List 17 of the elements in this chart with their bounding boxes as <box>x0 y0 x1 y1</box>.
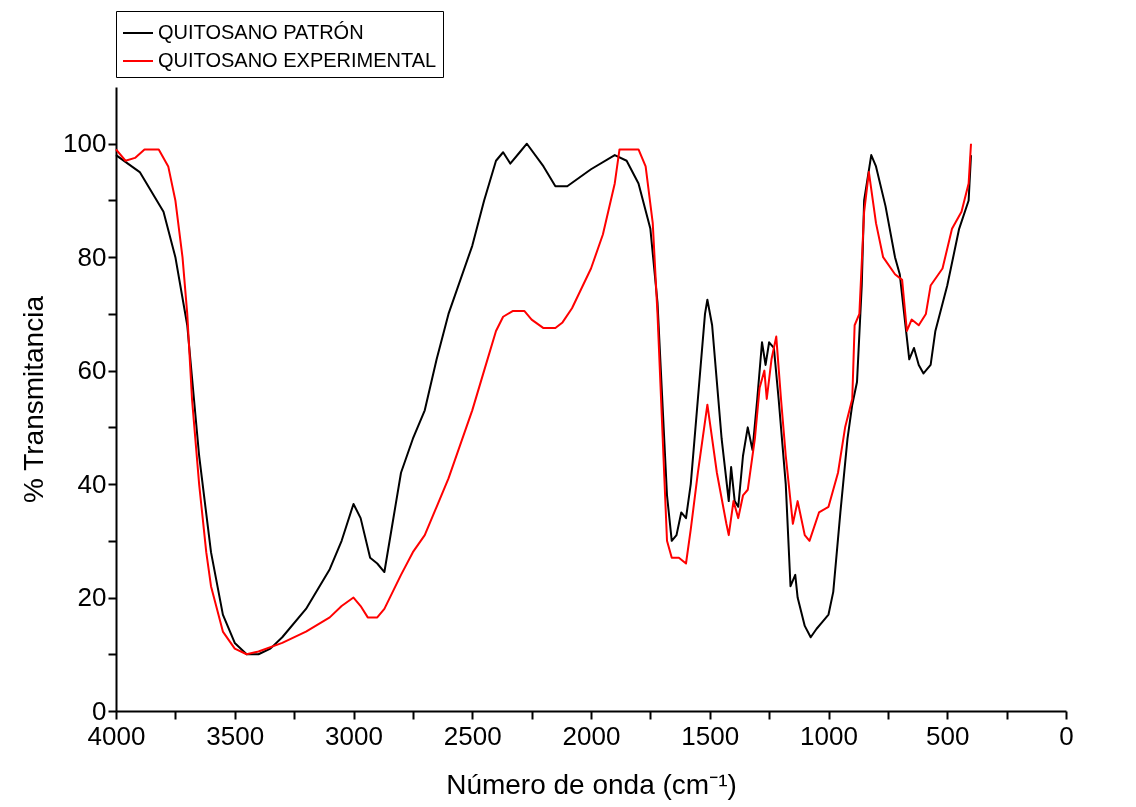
x-axis-title: Número de onda (cm⁻¹) <box>446 768 737 800</box>
x-tick-label: 0 <box>1059 720 1074 751</box>
legend-label: QUITOSANO EXPERIMENTAL <box>158 49 437 71</box>
x-tick-label: 3000 <box>325 720 383 751</box>
x-tick-label: 1500 <box>681 720 740 751</box>
x-tick-label: 500 <box>926 720 970 751</box>
y-tick-label: 100 <box>63 128 107 159</box>
x-tick-label: 2500 <box>443 720 502 751</box>
x-tick-label: 1000 <box>800 720 858 751</box>
x-tick-label: 2000 <box>562 720 621 751</box>
y-tick-label: 60 <box>77 355 107 386</box>
y-tick-label: 40 <box>77 468 107 499</box>
y-tick-label: 80 <box>77 241 107 272</box>
y-tick-label: 20 <box>77 582 107 613</box>
x-tick-label: 3500 <box>206 720 265 751</box>
y-axis-title: % Transmitancia <box>18 295 50 503</box>
legend-label: QUITOSANO PATRÓN <box>158 21 364 43</box>
